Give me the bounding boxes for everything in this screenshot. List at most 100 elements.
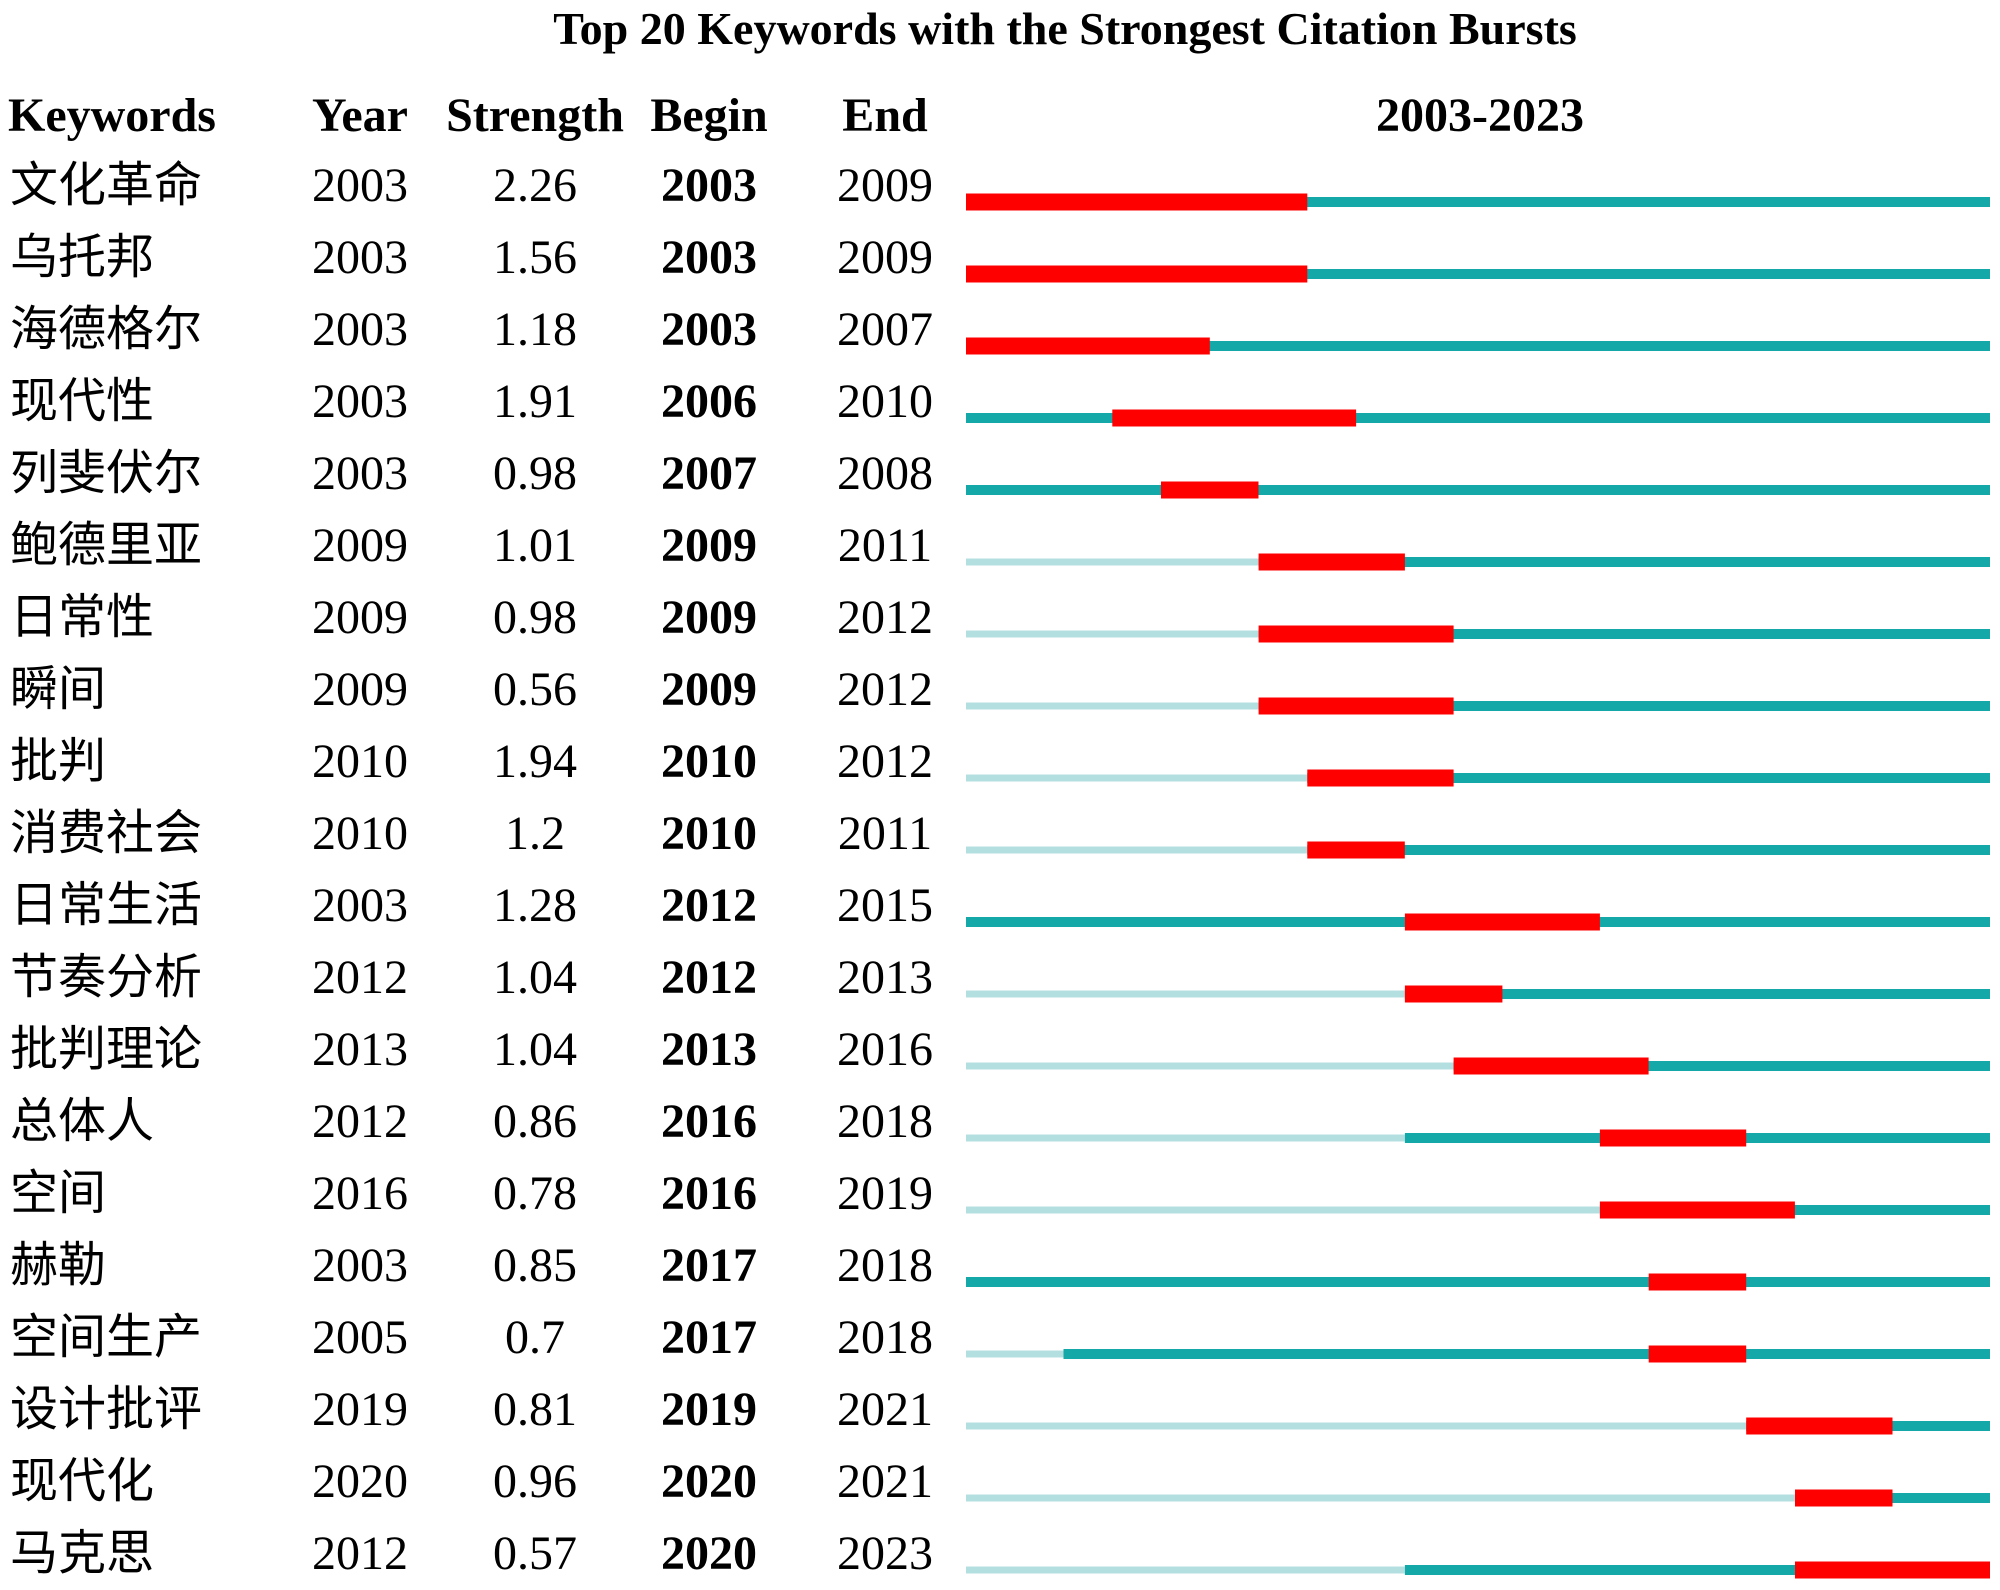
end-cell: 2016	[837, 1023, 933, 1076]
table-row: 乌托邦 2003 1.56 2003 2009	[0, 222, 2000, 294]
inactive-segment	[966, 1350, 1064, 1358]
begin-cell: 2003	[661, 231, 757, 284]
inactive-segment	[966, 1566, 1405, 1574]
active-segment	[966, 341, 1990, 351]
strength-cell: 0.98	[493, 591, 577, 644]
active-segment	[966, 197, 1990, 207]
year-cell: 2003	[312, 159, 408, 212]
begin-cell: 2019	[661, 1383, 757, 1436]
begin-cell: 2003	[661, 303, 757, 356]
burst-bar	[1258, 625, 1454, 643]
begin-cell: 2009	[661, 663, 757, 716]
inactive-segment	[966, 990, 1405, 998]
keyword-cell: 文化革命	[10, 159, 203, 212]
chart-title: Top 20 Keywords with the Strongest Citat…	[553, 3, 1577, 54]
burst-bar	[1795, 1489, 1893, 1507]
burst-bar	[1404, 913, 1600, 931]
end-cell: 2012	[837, 735, 933, 788]
strength-cell: 1.28	[493, 879, 577, 932]
active-segment	[1307, 773, 1990, 783]
begin-cell: 2013	[661, 1023, 757, 1076]
keyword-cell: 列斐伏尔	[10, 447, 203, 500]
active-segment	[966, 485, 1990, 495]
end-cell: 2023	[837, 1527, 933, 1580]
begin-cell: 2017	[661, 1311, 757, 1364]
keyword-cell: 总体人	[10, 1095, 155, 1148]
inactive-segment	[966, 1494, 1795, 1502]
strength-cell: 1.56	[493, 231, 577, 284]
end-cell: 2021	[837, 1455, 933, 1508]
inactive-segment	[966, 1062, 1454, 1070]
table-row: 空间生产 2005 0.7 2017 2018	[0, 1302, 2000, 1374]
header-year: Year	[312, 89, 408, 142]
strength-cell: 0.85	[493, 1239, 577, 1292]
begin-cell: 2010	[661, 735, 757, 788]
inactive-segment	[966, 702, 1259, 710]
table-row: 消费社会 2010 1.2 2010 2011	[0, 798, 2000, 870]
inactive-segment	[966, 774, 1308, 782]
header-end: End	[842, 89, 928, 142]
active-segment	[1404, 989, 1990, 999]
strength-cell: 1.91	[493, 375, 577, 428]
burst-bar	[1404, 985, 1503, 1003]
active-segment	[1258, 629, 1990, 639]
strength-cell: 0.96	[493, 1455, 577, 1508]
active-segment	[1404, 1565, 1990, 1575]
table-row: 瞬间 2009 0.56 2009 2012	[0, 654, 2000, 726]
end-cell: 2010	[837, 375, 933, 428]
strength-cell: 0.98	[493, 447, 577, 500]
year-cell: 2003	[312, 879, 408, 932]
burst-bar	[1258, 697, 1454, 715]
keyword-cell: 鲍德里亚	[10, 519, 203, 572]
burst-bar	[1599, 1201, 1795, 1219]
year-cell: 2010	[312, 807, 408, 860]
burst-bar	[1161, 481, 1259, 499]
end-cell: 2012	[837, 591, 933, 644]
header-keywords: Keywords	[8, 89, 216, 142]
year-cell: 2009	[312, 591, 408, 644]
burst-bar	[1258, 553, 1405, 571]
year-cell: 2009	[312, 663, 408, 716]
strength-cell: 0.86	[493, 1095, 577, 1148]
year-cell: 2012	[312, 1527, 408, 1580]
strength-cell: 0.56	[493, 663, 577, 716]
table-row: 日常性 2009 0.98 2009 2012	[0, 582, 2000, 654]
strength-cell: 1.04	[493, 1023, 577, 1076]
strength-cell: 0.81	[493, 1383, 577, 1436]
strength-cell: 1.2	[505, 807, 565, 860]
begin-cell: 2003	[661, 159, 757, 212]
keyword-cell: 海德格尔	[10, 303, 203, 356]
table-row: 总体人 2012 0.86 2016 2018	[0, 1086, 2000, 1158]
active-segment	[1599, 1205, 1990, 1215]
table-row: 设计批评 2019 0.81 2019 2021	[0, 1374, 2000, 1446]
table-row: 现代化 2020 0.96 2020 2021	[0, 1446, 2000, 1518]
end-cell: 2013	[837, 951, 933, 1004]
strength-cell: 1.94	[493, 735, 577, 788]
table-row: 鲍德里亚 2009 1.01 2009 2011	[0, 510, 2000, 582]
begin-cell: 2012	[661, 951, 757, 1004]
table-row: 列斐伏尔 2003 0.98 2007 2008	[0, 438, 2000, 510]
active-segment	[966, 1277, 1990, 1287]
active-segment	[966, 269, 1990, 279]
inactive-segment	[966, 846, 1308, 854]
keyword-cell: 日常生活	[10, 879, 203, 932]
end-cell: 2018	[837, 1095, 933, 1148]
keyword-cell: 节奏分析	[10, 951, 203, 1004]
header-year-range: 2003-2023	[1376, 89, 1584, 142]
end-cell: 2019	[837, 1167, 933, 1220]
active-segment	[966, 413, 1990, 423]
table-row: 空间 2016 0.78 2016 2019	[0, 1158, 2000, 1230]
begin-cell: 2012	[661, 879, 757, 932]
inactive-segment	[966, 1422, 1747, 1430]
burst-bar	[1307, 841, 1405, 859]
active-segment	[1307, 845, 1990, 855]
burst-bar	[1453, 1057, 1649, 1075]
end-cell: 2012	[837, 663, 933, 716]
begin-cell: 2009	[661, 591, 757, 644]
end-cell: 2015	[837, 879, 933, 932]
table-row: 文化革命 2003 2.26 2003 2009	[0, 150, 2000, 222]
header-strength: Strength	[446, 89, 624, 142]
begin-cell: 2016	[661, 1167, 757, 1220]
strength-cell: 0.57	[493, 1527, 577, 1580]
